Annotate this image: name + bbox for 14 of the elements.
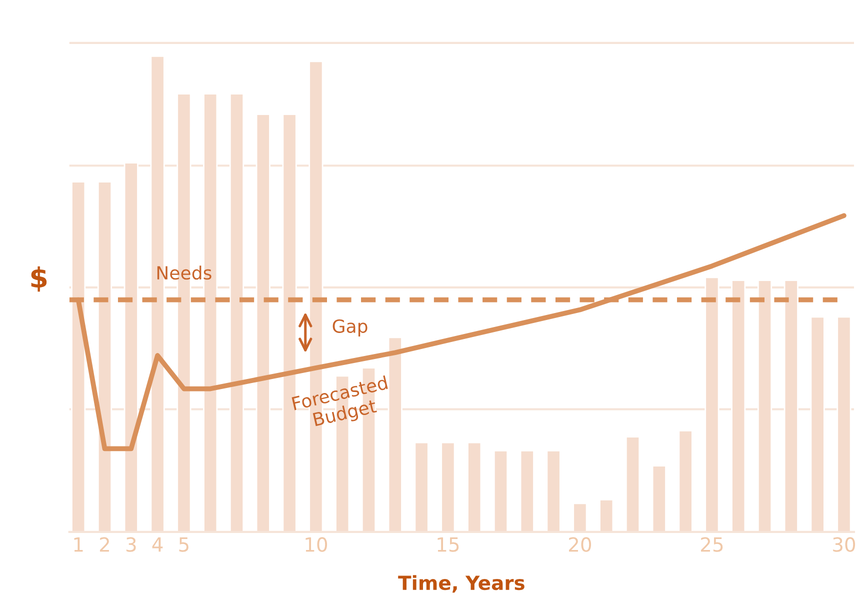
ref-line-label: Needs: [157, 266, 212, 280]
x-tick-label: 15: [438, 537, 459, 552]
x-tick-label: 20: [569, 537, 592, 552]
x-tick-label: 4: [152, 537, 163, 552]
x-tick-label: 1: [74, 537, 83, 552]
x-tick-label: 5: [179, 537, 188, 552]
x-tick-label: 10: [306, 537, 328, 552]
annotation: Gap: [332, 319, 368, 336]
x-tick-label: 2: [100, 537, 109, 552]
x-tick-label: 30: [833, 537, 856, 552]
y-axis-title: $: [31, 266, 47, 292]
x-tick-label: 25: [701, 537, 723, 552]
x-tick-label: 3: [126, 537, 136, 552]
x-axis-title: Time, Years: [398, 575, 524, 593]
